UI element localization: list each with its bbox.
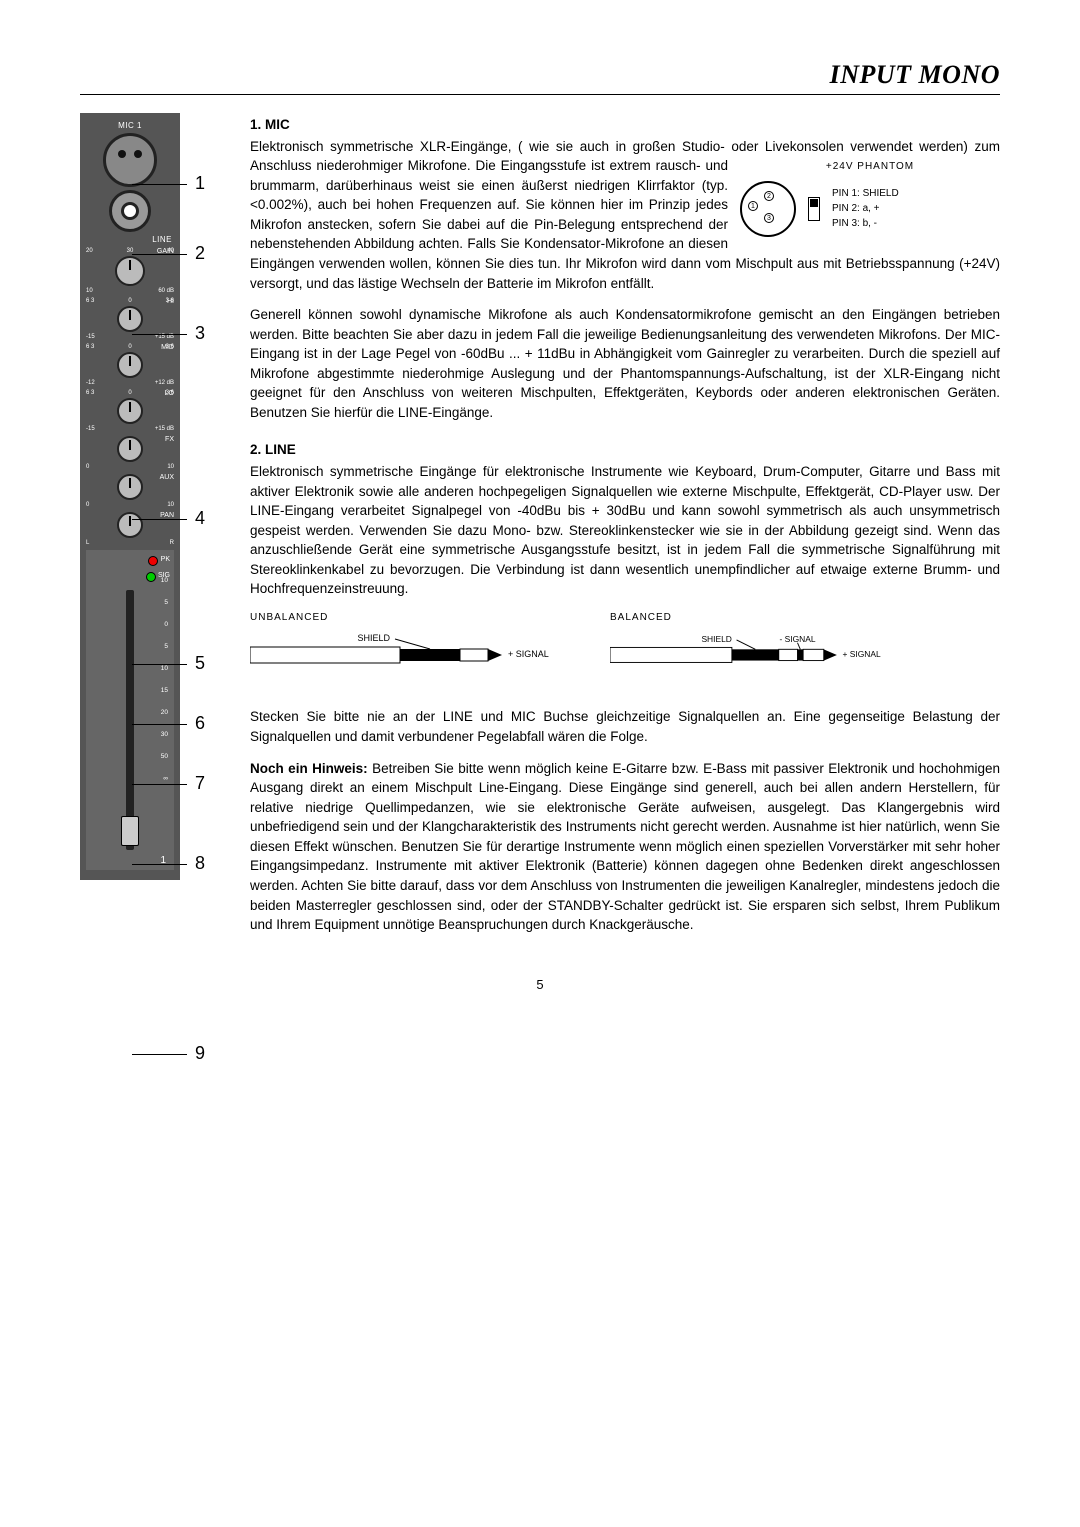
mid-block: MID 6 303 6 -12+12 dB — [80, 344, 180, 386]
mid-max: +12 dB — [155, 380, 174, 386]
fader-area: PK SIG 105051015203050∞ 1 — [86, 550, 174, 870]
fader-slot[interactable] — [126, 590, 134, 850]
pan-block: PAN L R — [80, 512, 180, 546]
mid-min: -12 — [86, 380, 95, 386]
hi-knob[interactable] — [117, 306, 143, 332]
pk-led — [148, 556, 158, 566]
mic-p1: Elektronisch symmetrische XLR-Eingänge, … — [250, 137, 1000, 294]
mid-knob[interactable] — [117, 352, 143, 378]
channel-strip: MIC 1 LINE GAIN 203040 1060 dB HI 6 303 … — [80, 113, 180, 880]
fx-knob[interactable] — [117, 436, 143, 462]
xlr-pinout-icon: 1 2 3 — [740, 181, 796, 237]
callout-5: 5 — [195, 653, 205, 674]
pin2-text: PIN 2: a, + — [832, 201, 899, 216]
callout-9-num: 9 — [195, 1043, 205, 1063]
gain-max: 60 dB — [158, 288, 174, 294]
line-p1: Elektronisch symmetrische Eingänge für e… — [250, 462, 1000, 599]
hi-min: -15 — [86, 334, 95, 340]
gain-scale-l: 20 — [86, 248, 93, 254]
callout-8: 8 — [195, 853, 205, 874]
callout-2: 2 — [195, 243, 205, 264]
mic-p3: Generell können sowohl dynamische Mikrof… — [250, 305, 1000, 422]
fader-cap[interactable] — [121, 816, 139, 846]
unbalanced-jack-icon: SHIELD + SIGNAL — [250, 629, 550, 679]
callout-6: 6 — [195, 713, 205, 734]
callout-2-num: 2 — [195, 243, 205, 263]
pin1-text: PIN 1: SHIELD — [832, 186, 899, 201]
pin3-text: PIN 3: b, - — [832, 216, 899, 231]
pan-knob[interactable] — [117, 512, 143, 538]
unbal-shield: SHIELD — [357, 633, 390, 643]
callout-8-num: 8 — [195, 853, 205, 873]
pan-label: PAN — [160, 512, 174, 519]
title-rule: INPUT MONO — [80, 60, 1000, 95]
gain-knob[interactable] — [115, 256, 145, 286]
fx-label: FX — [165, 436, 174, 443]
lo-min: -15 — [86, 426, 95, 432]
phantom-switch-icon — [808, 197, 820, 221]
lo-knob[interactable] — [117, 398, 143, 424]
line-label: LINE — [80, 235, 180, 244]
callout-1-num: 1 — [195, 173, 205, 193]
callout-7: 7 — [195, 773, 205, 794]
balanced-jack-icon: SHIELD - SIGNAL + SIGNAL — [610, 629, 910, 679]
gain-min: 10 — [86, 288, 93, 294]
callout-4: 4 — [195, 508, 205, 529]
lo-label: LO — [165, 390, 174, 397]
callout-3: 3 — [195, 323, 205, 344]
trs-connector-icon — [109, 190, 151, 232]
line-p3-text: Betreiben Sie bitte wenn möglich keine E… — [250, 761, 1000, 933]
xlr-connector-icon — [103, 133, 157, 187]
line-heading: 2. LINE — [250, 440, 1000, 460]
unbal-signal: + SIGNAL — [508, 649, 549, 659]
callout-6-num: 6 — [195, 713, 205, 733]
pan-r: R — [170, 540, 174, 546]
mic-label: MIC 1 — [80, 121, 180, 130]
svg-text:+ SIGNAL: + SIGNAL — [843, 649, 881, 659]
svg-text:- SIGNAL: - SIGNAL — [779, 634, 815, 644]
lo-max: +15 dB — [155, 426, 174, 432]
balanced-jack: BALANCED SHIELD - SIGNAL + SIGNAL — [610, 611, 910, 684]
callout-3-num: 3 — [195, 323, 205, 343]
phantom-label: +24V PHANTOM — [740, 160, 1000, 175]
xlr-pinout-diagram: +24V PHANTOM 1 2 3 PIN 1: SHIELD PIN 2: … — [740, 160, 1000, 237]
line-p2: Stecken Sie bitte nie an der LINE und MI… — [250, 707, 1000, 746]
page-title: INPUT MONO — [80, 60, 1000, 90]
callout-9: 9 — [195, 1043, 205, 1064]
main-layout: MIC 1 LINE GAIN 203040 1060 dB HI 6 303 … — [80, 113, 1000, 947]
mid-label: MID — [161, 344, 174, 351]
bal-title: BALANCED — [610, 611, 910, 626]
jack-diagrams: UNBALANCED SHIELD + SIGNAL BALANCED — [250, 611, 1000, 684]
line-p3: Noch ein Hinweis: Betreiben Sie bitte we… — [250, 759, 1000, 935]
hint-label: Noch ein Hinweis: — [250, 761, 368, 776]
channel-strip-column: MIC 1 LINE GAIN 203040 1060 dB HI 6 303 … — [80, 113, 230, 947]
unbalanced-jack: UNBALANCED SHIELD + SIGNAL — [250, 611, 550, 684]
aux-label: AUX — [160, 474, 174, 481]
lo-block: LO 6 303 6 -15+15 dB — [80, 390, 180, 432]
pk-label: PK — [161, 556, 170, 563]
aux-block: AUX 010 — [80, 474, 180, 508]
aux-knob[interactable] — [117, 474, 143, 500]
fx-block: FX 010 — [80, 436, 180, 470]
body-text: 1. MIC Elektronisch symmetrische XLR-Ein… — [250, 113, 1000, 947]
callout-4-num: 4 — [195, 508, 205, 528]
pan-l: L — [86, 540, 89, 546]
page-number: 5 — [80, 977, 1000, 992]
pin-legend: PIN 1: SHIELD PIN 2: a, + PIN 3: b, - — [832, 186, 899, 231]
svg-text:SHIELD: SHIELD — [701, 634, 731, 644]
fader-scale: 105051015203050∞ — [161, 570, 168, 790]
hi-label: HI — [167, 298, 174, 305]
sig-led — [146, 572, 156, 582]
unbal-title: UNBALANCED — [250, 611, 550, 626]
callout-5-num: 5 — [195, 653, 205, 673]
callout-1: 1 — [195, 173, 205, 194]
mic-heading: 1. MIC — [250, 115, 1000, 135]
callout-7-num: 7 — [195, 773, 205, 793]
